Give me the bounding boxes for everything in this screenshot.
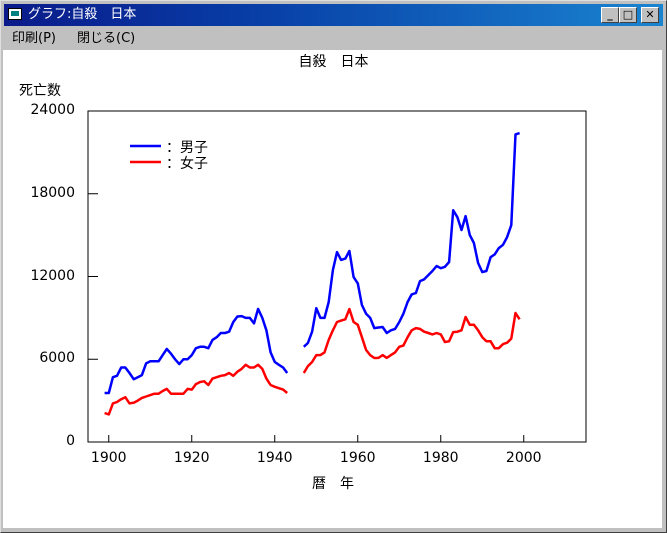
series-line-female <box>302 307 521 374</box>
x-tick-label: 2000 <box>505 450 542 466</box>
y-tick-label: 0 <box>66 433 75 449</box>
legend-label-male: ：男子 <box>166 140 208 156</box>
menu-print[interactable]: 印刷(P) <box>12 31 56 46</box>
series-line-male <box>104 307 289 395</box>
y-tick-label: 18000 <box>30 184 75 201</box>
x-tick-label: 1940 <box>256 450 293 466</box>
y-tick-label: 6000 <box>39 350 75 367</box>
y-tick-label: 24000 <box>30 102 75 118</box>
y-tick-label: 12000 <box>30 267 75 284</box>
y-axis-label: 死亡数 <box>19 83 61 99</box>
chart-title: 自殺 日本 <box>298 54 369 70</box>
close-button[interactable]: ✕ <box>641 7 659 23</box>
minimize-button[interactable]: _ <box>601 7 619 23</box>
minimize-icon: _ <box>607 8 613 21</box>
window-title: グラフ:自殺 日本 <box>28 7 137 22</box>
maximize-button[interactable]: □ <box>619 7 637 23</box>
menu-bar: 印刷(P) 閉じる(C) <box>4 27 663 51</box>
close-icon: ✕ <box>645 8 655 21</box>
series-line-male <box>302 131 520 348</box>
title-bar[interactable]: グラフ:自殺 日本 _ □ ✕ <box>4 4 663 26</box>
chart-area <box>3 50 662 528</box>
maximize-icon: □ <box>622 8 634 21</box>
app-icon <box>8 8 22 20</box>
x-axis-label: 暦 年 <box>312 476 354 492</box>
x-tick-label: 1980 <box>422 450 459 466</box>
x-tick-label: 1960 <box>339 450 376 466</box>
x-tick-label: 1920 <box>173 450 210 466</box>
menu-close[interactable]: 閉じる(C) <box>77 31 136 46</box>
series-line-female <box>104 363 288 416</box>
legend-label-female: ：女子 <box>166 156 208 172</box>
x-tick-label: 1900 <box>90 450 127 466</box>
